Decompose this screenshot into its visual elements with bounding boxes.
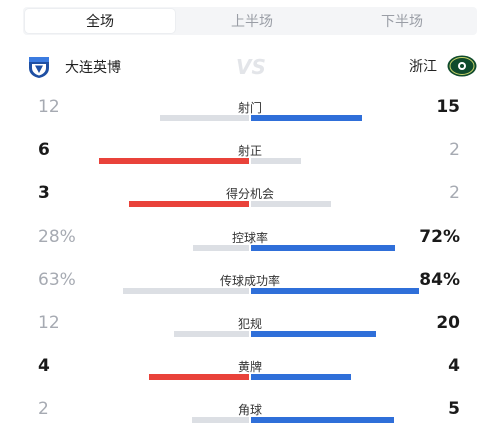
home-stat-bar: [149, 374, 249, 381]
stat-label: 犯规: [237, 317, 262, 331]
away-stat-bar: [251, 374, 351, 381]
away-stat-value: 2: [449, 183, 460, 204]
away-stat-value: 20: [436, 313, 460, 333]
away-stat-bar: [251, 331, 376, 337]
away-stat-value: 72%: [419, 226, 460, 247]
stat-label: 射正: [237, 144, 262, 159]
stat-row: 12 射门 15: [0, 97, 500, 137]
stat-row: 2 角球 5: [0, 399, 500, 439]
stat-row: 63% 传球成功率 84%: [0, 270, 500, 310]
home-stat-value: 4: [38, 356, 50, 377]
tab-first-half[interactable]: 上半场: [231, 14, 273, 30]
home-team-name: 大连英博: [65, 60, 121, 76]
away-stat-value: 5: [448, 399, 460, 420]
period-tabs: 全场 上半场 下半场: [23, 7, 477, 35]
away-stat-bar: [251, 287, 419, 294]
home-stat-value: 28%: [38, 226, 76, 247]
stat-row: 28% 控球率 72%: [0, 227, 500, 267]
home-stat-value: 12: [38, 97, 60, 117]
away-team-crest-icon: [447, 55, 477, 77]
stat-row: 12 犯规 20: [0, 313, 500, 353]
away-stat-bar: [251, 417, 394, 424]
away-stat-value: 2: [449, 140, 460, 161]
stat-row: 6 射正 2: [0, 140, 500, 180]
stat-label: 射门: [237, 101, 262, 115]
home-stat-bar: [191, 417, 249, 424]
teams-header: 大连英博 VS 浙江: [0, 50, 500, 84]
home-stat-bar: [174, 331, 249, 337]
stat-label: 传球成功率: [219, 273, 280, 288]
home-stat-bar: [193, 244, 249, 251]
stat-row: 4 黄牌 4: [0, 356, 500, 396]
home-stat-value: 6: [38, 140, 50, 161]
stat-row: 3 得分机会 2: [0, 183, 500, 223]
home-stat-bar: [160, 115, 249, 121]
away-stat-bar: [251, 244, 395, 251]
away-team-name: 浙江: [409, 59, 437, 75]
away-stat-bar: [251, 201, 331, 208]
home-stat-value: 63%: [38, 269, 76, 290]
home-stat-value: 3: [38, 183, 50, 204]
home-team-crest-icon: [29, 57, 49, 78]
tab-full-match[interactable]: 全场: [25, 9, 175, 33]
away-stat-value: 15: [436, 97, 460, 117]
home-team[interactable]: 大连英博: [27, 55, 121, 79]
away-stat-bar: [251, 115, 363, 121]
tab-second-half[interactable]: 下半场: [381, 14, 423, 30]
stat-label: 得分机会: [225, 187, 274, 202]
away-stat-value: 4: [448, 356, 460, 377]
stat-label: 控球率: [231, 230, 268, 245]
stat-label: 角球: [237, 403, 262, 418]
home-stat-value: 12: [38, 313, 60, 333]
away-team[interactable]: 浙江: [409, 55, 477, 77]
home-stat-value: 2: [38, 399, 49, 420]
home-stat-bar: [99, 158, 249, 165]
home-stat-bar: [123, 287, 249, 294]
vs-text: VS: [236, 55, 266, 79]
vs-icon: VS: [236, 55, 266, 79]
stat-label: 黄牌: [237, 360, 262, 375]
away-stat-bar: [251, 158, 301, 165]
home-stat-bar: [129, 201, 249, 208]
away-stat-value: 84%: [419, 269, 460, 290]
